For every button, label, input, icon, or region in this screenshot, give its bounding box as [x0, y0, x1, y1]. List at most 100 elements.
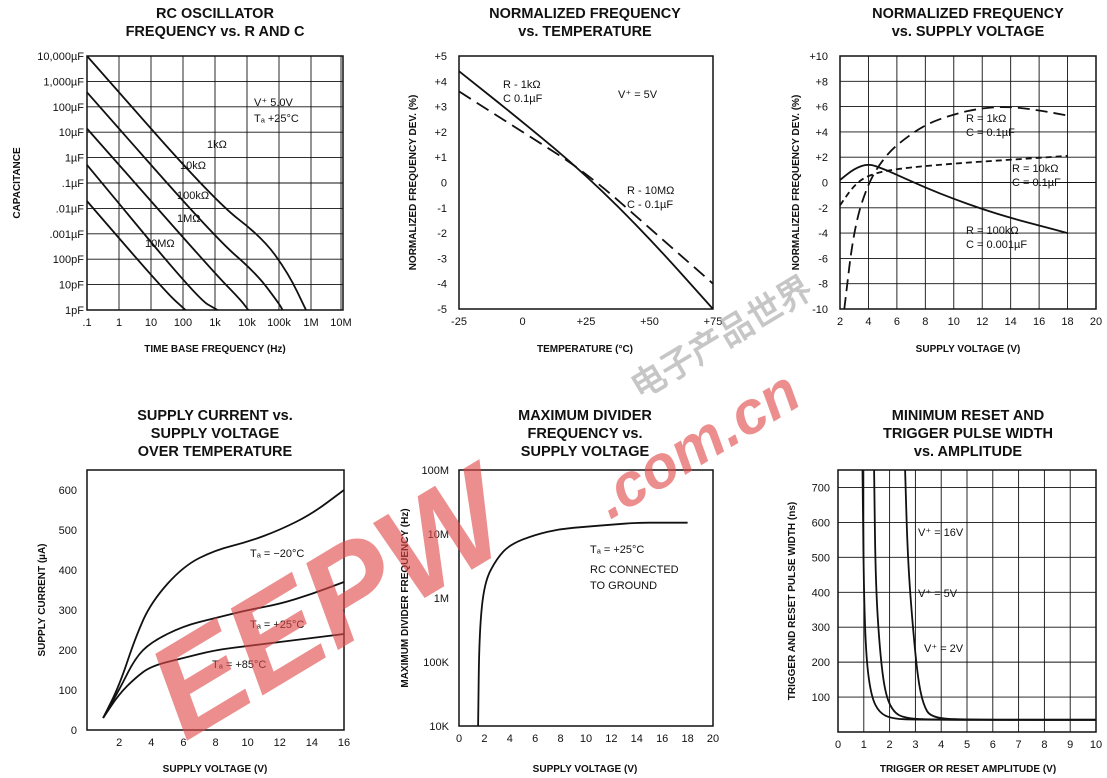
x-tick-label: 8	[1041, 739, 1047, 751]
series-line	[843, 106, 1068, 310]
chart-title: vs. TEMPERATURE	[518, 24, 652, 40]
y-tick-label: 0	[441, 178, 447, 190]
x-tick-label: 12	[976, 316, 988, 328]
y-tick-label: -4	[818, 228, 828, 240]
x-tick-label: 2	[837, 316, 843, 328]
chart-title: OVER TEMPERATURE	[138, 444, 293, 460]
x-tick-label: 6	[990, 739, 996, 751]
chart-title: MINIMUM RESET AND	[892, 408, 1045, 424]
series-label: C = 0.1µF	[966, 127, 1015, 139]
y-tick-label: 1M	[434, 593, 449, 605]
x-tick-label: -25	[451, 316, 467, 328]
series-line	[102, 633, 345, 719]
x-tick-label: 7	[1016, 739, 1022, 751]
y-tick-label: +2	[434, 127, 447, 139]
chart-title: TRIGGER PULSE WIDTH	[883, 426, 1053, 442]
series-label: V⁺ = 2V	[924, 643, 964, 655]
x-axis-label: TRIGGER OR RESET AMPLITUDE (V)	[880, 764, 1056, 775]
x-tick-label: 14	[306, 737, 318, 749]
chart-panel-3: NORMALIZED FREQUENCY vs. SUPPLY VOLTAGE 2 4…	[791, 6, 1102, 355]
series-line	[458, 70, 714, 310]
y-tick-label: .1µF	[62, 178, 85, 190]
chart-annotation: RC CONNECTED	[590, 564, 679, 576]
series-label: R = 1kΩ	[966, 113, 1006, 125]
series-line	[839, 155, 1068, 206]
x-tick-label: 12	[274, 737, 286, 749]
y-tick-label: 1,000µF	[43, 76, 84, 88]
y-tick-label: +10	[809, 51, 828, 63]
y-tick-label: +3	[434, 102, 447, 114]
y-tick-label: 10,000µF	[37, 51, 84, 63]
y-tick-label: 300	[812, 622, 830, 634]
chart-title: NORMALIZED FREQUENCY	[872, 6, 1064, 22]
y-tick-label: 1µF	[65, 153, 84, 165]
x-tick-label: 6	[532, 733, 538, 745]
chart-title: vs. AMPLITUDE	[914, 444, 1023, 460]
chart-title: SUPPLY CURRENT vs.	[137, 408, 293, 424]
y-tick-label: 700	[812, 482, 830, 494]
x-tick-label: +25	[577, 316, 596, 328]
y-axis-label: NORMALIZED FREQUENCY DEV. (%)	[408, 95, 419, 271]
series-label: 1MΩ	[177, 213, 201, 225]
x-tick-label: 6	[180, 737, 186, 749]
y-tick-label: 400	[812, 587, 830, 599]
series-label: R - 10MΩ	[627, 185, 674, 197]
plot-frame	[458, 469, 714, 727]
y-tick-label: +8	[815, 76, 828, 88]
x-tick-label: 10	[948, 316, 960, 328]
series-label: Tₐ = −20°C	[250, 548, 304, 560]
x-tick-label: 100	[174, 317, 192, 329]
series-line	[873, 469, 1096, 721]
series-label: C 0.1µF	[503, 93, 543, 105]
series-line	[86, 91, 284, 311]
y-tick-label: 100M	[421, 465, 449, 477]
x-axis-label: TIME BASE FREQUENCY (Hz)	[144, 344, 286, 355]
y-tick-label: 300	[59, 605, 77, 617]
chart-annotation: TO GROUND	[590, 580, 657, 592]
x-tick-label: 1k	[209, 317, 221, 329]
series-label: R - 1kΩ	[503, 79, 541, 91]
plot-frame	[86, 469, 345, 731]
y-tick-label: -5	[437, 304, 447, 316]
x-tick-label: 8	[558, 733, 564, 745]
x-tick-label: 9	[1067, 739, 1073, 751]
y-tick-label: 100	[812, 692, 830, 704]
x-tick-label: 4	[865, 316, 871, 328]
x-tick-label: 6	[894, 316, 900, 328]
y-tick-label: 600	[812, 517, 830, 529]
y-tick-label: 0	[71, 725, 77, 737]
y-tick-label: -1	[437, 203, 447, 215]
y-tick-label: 200	[59, 645, 77, 657]
x-tick-label: 10M	[330, 317, 351, 329]
y-tick-label: -3	[437, 253, 447, 265]
series-label: R = 100kΩ	[966, 225, 1019, 237]
x-tick-label: 16	[338, 737, 350, 749]
y-tick-label: +1	[434, 152, 447, 164]
y-tick-label: 600	[59, 485, 77, 497]
x-tick-label: 18	[681, 733, 693, 745]
x-tick-label: 16	[1033, 316, 1045, 328]
series-label: 10kΩ	[180, 160, 206, 172]
chart-panel-5: MAXIMUM DIVIDER FREQUENCY vs. SUPPLY VOLTA…	[400, 408, 719, 775]
x-tick-label: 18	[1061, 316, 1073, 328]
x-tick-label: 14	[1005, 316, 1017, 328]
y-tick-label: 10pF	[59, 280, 84, 292]
chart-title: FREQUENCY vs.	[528, 426, 643, 442]
x-tick-label: +50	[640, 316, 659, 328]
series-label: R = 10kΩ	[1012, 163, 1058, 175]
series-line	[477, 521, 688, 727]
chart-panel-1: RC OSCILLATOR FREQUENCY vs. R AND C .1 1 10 1…	[12, 6, 352, 355]
series-label: 1kΩ	[207, 139, 227, 151]
x-tick-label: 8	[212, 737, 218, 749]
y-tick-label: 10µF	[59, 127, 85, 139]
y-tick-label: .01µF	[56, 203, 85, 215]
y-tick-label: +5	[434, 51, 447, 63]
x-axis-label: SUPPLY VOLTAGE (V)	[916, 344, 1021, 355]
x-axis-label: TEMPERATURE (°C)	[537, 344, 633, 355]
series-label: C - 0.1µF	[627, 199, 673, 211]
x-tick-label: 10	[1090, 739, 1102, 751]
chart-title: FREQUENCY vs. R AND C	[126, 24, 305, 40]
x-tick-label: 3	[912, 739, 918, 751]
